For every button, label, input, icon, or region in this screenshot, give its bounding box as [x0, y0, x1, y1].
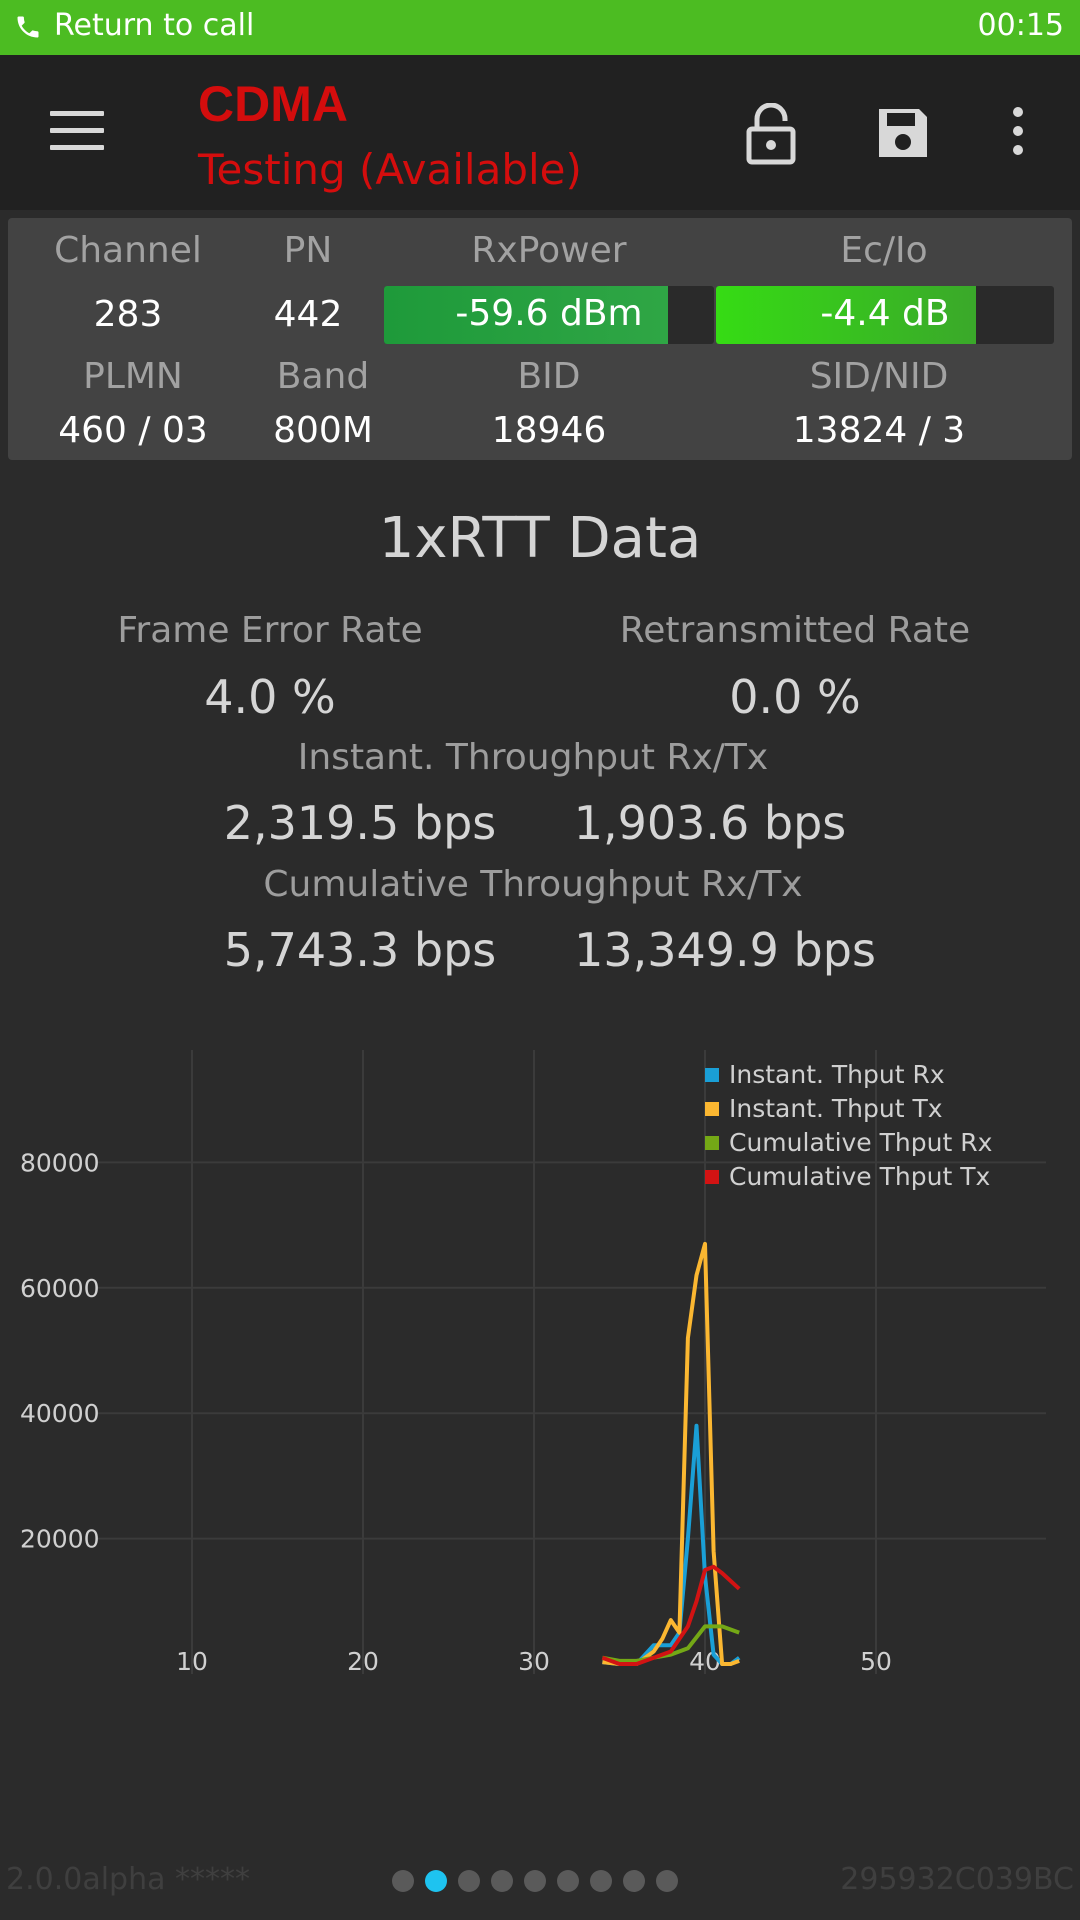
pn-label: PN — [283, 230, 333, 271]
instant-throughput-label: Instant. Throughput Rx/Tx — [297, 737, 769, 778]
retransmitted-rate-value: 0.0 % — [729, 670, 861, 724]
legend-label: Instant. Thput Tx — [729, 1094, 943, 1123]
y-tick-label: 20000 — [20, 1525, 100, 1554]
page-dot[interactable] — [458, 1870, 480, 1892]
channel-value: 283 — [93, 294, 163, 335]
retransmitted-rate-label: Retransmitted Rate — [619, 610, 971, 651]
legend-label: Cumulative Thput Rx — [729, 1128, 992, 1157]
rxpower-bar: -59.6 dBm — [384, 286, 714, 344]
x-tick-label: 50 — [860, 1647, 892, 1676]
ecio-bar-fill — [716, 286, 977, 344]
x-tick-label: 40 — [689, 1647, 721, 1676]
plmn-label: PLMN — [83, 356, 183, 397]
page-dot-active[interactable] — [425, 1870, 447, 1892]
section-title: 1xRTT Data — [378, 506, 702, 571]
app-version: 2.0.0alpha ***** — [6, 1862, 251, 1897]
channel-label: Channel — [54, 230, 202, 271]
save-icon[interactable] — [875, 105, 931, 161]
legend-swatch — [705, 1136, 719, 1150]
legend-swatch — [705, 1102, 719, 1116]
legend-label: Instant. Thput Rx — [729, 1060, 945, 1089]
page-dot[interactable] — [590, 1870, 612, 1892]
sid-nid-value: 13824 / 3 — [792, 410, 966, 451]
page-dot[interactable] — [557, 1870, 579, 1892]
phone-icon — [17, 16, 39, 38]
page-dot[interactable] — [623, 1870, 645, 1892]
band-label: Band — [276, 356, 370, 397]
series-line-2 — [602, 1241, 740, 1666]
network-type-title: CDMA — [198, 76, 348, 132]
y-tick-label: 80000 — [20, 1148, 100, 1177]
unlock-icon[interactable] — [746, 103, 796, 165]
return-to-call-bar[interactable]: Return to call 00:15 — [0, 0, 1080, 55]
menu-icon[interactable] — [50, 111, 104, 151]
cell-info-panel: Channel 283 PN 442 RxPower -59.6 dBm Ec/… — [8, 218, 1072, 460]
cumulative-throughput-rx: 5,743.3 bps — [223, 923, 497, 977]
call-timer: 00:15 — [977, 8, 1064, 43]
y-tick-label: 40000 — [20, 1399, 100, 1428]
y-tick-label: 60000 — [20, 1274, 100, 1303]
cumulative-throughput-label: Cumulative Throughput Rx/Tx — [263, 864, 803, 905]
ecio-value: -4.4 dB — [820, 293, 950, 334]
bid-value: 18946 — [491, 410, 607, 451]
x-tick-label: 10 — [176, 1647, 208, 1676]
series-line-4 — [601, 1564, 741, 1666]
x-tick-label: 20 — [347, 1647, 379, 1676]
frame-error-rate-value: 4.0 % — [204, 670, 336, 724]
x-tick-label: 30 — [518, 1647, 550, 1676]
page-dot[interactable] — [392, 1870, 414, 1892]
legend-swatch — [705, 1170, 719, 1184]
rxpower-value: -59.6 dBm — [455, 293, 643, 334]
throughput-chart: 20000 40000 60000 80000 10 20 30 40 50 Instant. T… — [20, 1050, 1046, 1676]
return-to-call-label: Return to call — [54, 8, 255, 43]
instant-throughput-rx: 2,319.5 bps — [223, 796, 497, 850]
ecio-bar: -4.4 dB — [716, 286, 1054, 344]
device-id: 295932C039BC — [840, 1862, 1074, 1897]
test-status: Testing (Available) — [198, 145, 582, 194]
bid-label: BID — [517, 356, 581, 397]
pn-value: 442 — [273, 294, 343, 335]
legend-swatch — [705, 1068, 719, 1082]
legend-label: Cumulative Thput Tx — [729, 1162, 990, 1191]
page-dot[interactable] — [656, 1870, 678, 1892]
cumulative-throughput-tx: 13,349.9 bps — [574, 923, 876, 977]
frame-error-rate-label: Frame Error Rate — [117, 610, 423, 651]
ecio-label: Ec/Io — [840, 230, 928, 271]
page-dot[interactable] — [491, 1870, 513, 1892]
rxpower-bar-fill — [384, 286, 668, 344]
app-bar: CDMA Testing (Available) — [0, 55, 1080, 210]
series-line-3 — [602, 1624, 740, 1663]
instant-throughput-tx: 1,903.6 bps — [573, 796, 847, 850]
band-value: 800M — [273, 410, 373, 451]
rxpower-label: RxPower — [471, 230, 627, 271]
more-options-icon[interactable] — [1006, 107, 1030, 163]
page-dot[interactable] — [524, 1870, 546, 1892]
plmn-value: 460 / 03 — [58, 410, 208, 451]
sid-nid-label: SID/NID — [809, 356, 949, 397]
